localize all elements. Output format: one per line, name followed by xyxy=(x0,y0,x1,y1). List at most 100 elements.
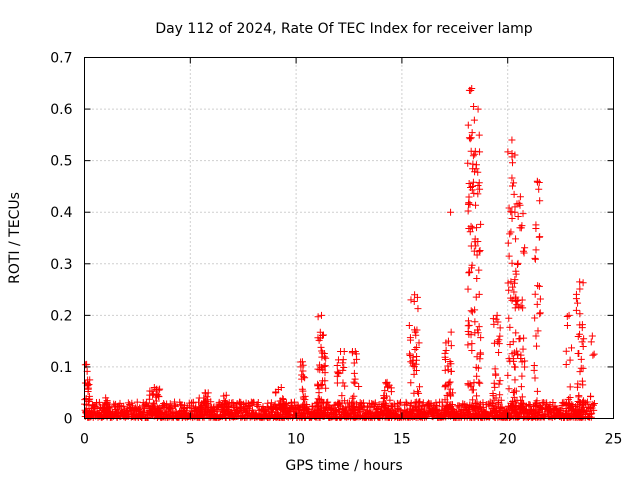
data-point xyxy=(517,355,525,363)
data-point xyxy=(508,153,516,161)
data-point xyxy=(317,311,325,319)
data-point xyxy=(589,401,597,409)
data-point xyxy=(443,404,451,412)
data-point xyxy=(468,347,476,355)
data-point xyxy=(317,382,325,390)
data-point xyxy=(145,395,153,403)
data-point xyxy=(498,403,506,411)
x-tick-label: 15 xyxy=(393,432,411,448)
data-point xyxy=(508,136,516,144)
data-point xyxy=(518,296,526,304)
data-point xyxy=(497,396,505,404)
data-point xyxy=(565,311,573,319)
data-point xyxy=(470,247,478,255)
data-point xyxy=(348,349,356,357)
data-point xyxy=(590,350,598,358)
data-point xyxy=(171,403,179,411)
data-point xyxy=(318,331,326,339)
y-tick-label: 0.2 xyxy=(50,308,72,324)
data-point xyxy=(473,326,481,334)
data-point xyxy=(447,342,455,350)
data-point xyxy=(534,327,542,335)
data-point xyxy=(531,314,539,322)
data-point xyxy=(514,212,522,220)
data-point xyxy=(512,235,520,243)
data-point xyxy=(508,406,516,414)
data-point xyxy=(506,357,514,365)
data-point xyxy=(411,291,419,299)
data-point xyxy=(504,279,512,287)
data-point xyxy=(156,385,164,393)
data-point xyxy=(473,224,481,232)
data-point xyxy=(519,210,527,218)
data-point xyxy=(474,190,482,198)
data-point xyxy=(508,215,516,223)
data-point xyxy=(513,396,521,404)
data-point xyxy=(308,402,316,410)
data-point xyxy=(476,247,484,254)
data-point xyxy=(588,332,596,340)
data-point xyxy=(532,225,540,233)
data-point xyxy=(477,220,485,228)
data-point xyxy=(212,407,220,415)
data-point xyxy=(386,396,394,404)
data-point xyxy=(473,402,481,410)
data-point xyxy=(492,370,500,378)
data-point xyxy=(509,182,517,190)
data-point xyxy=(568,344,576,352)
data-point xyxy=(473,372,481,380)
data-point xyxy=(381,402,389,410)
data-point xyxy=(474,238,482,246)
data-point xyxy=(562,347,570,355)
data-point xyxy=(86,408,94,416)
data-point xyxy=(381,387,389,395)
data-point xyxy=(475,131,483,139)
data-point xyxy=(572,306,580,314)
data-point xyxy=(533,397,541,405)
data-point xyxy=(466,228,474,236)
data-point xyxy=(85,396,93,404)
data-point xyxy=(512,329,520,337)
data-point xyxy=(464,341,472,349)
data-point xyxy=(95,398,103,406)
data-point xyxy=(536,404,544,412)
data-point xyxy=(533,300,541,308)
data-point xyxy=(509,159,517,167)
data-point xyxy=(475,179,483,187)
data-point xyxy=(153,408,161,416)
data-point xyxy=(509,397,517,405)
data-point xyxy=(321,362,329,370)
data-point xyxy=(517,404,525,412)
data-point xyxy=(441,349,449,357)
data-point xyxy=(507,228,515,236)
data-point xyxy=(195,394,203,402)
data-point xyxy=(566,383,574,391)
data-point xyxy=(466,135,474,143)
data-point xyxy=(576,285,584,293)
data-point xyxy=(566,393,574,401)
data-point xyxy=(470,189,478,197)
data-point xyxy=(380,403,388,411)
data-point xyxy=(272,389,280,397)
data-point xyxy=(150,384,158,392)
data-point xyxy=(406,334,414,342)
data-point xyxy=(455,402,463,410)
data-point xyxy=(579,279,587,287)
data-point xyxy=(120,402,128,410)
data-point xyxy=(513,351,521,359)
data-point xyxy=(84,376,92,384)
data-point xyxy=(477,334,485,342)
data-point xyxy=(317,343,325,351)
data-point xyxy=(511,208,519,216)
x-tick-label: 0 xyxy=(80,432,89,448)
data-point xyxy=(579,381,587,389)
data-point xyxy=(290,398,298,406)
data-point xyxy=(504,371,512,379)
data-point xyxy=(492,315,500,323)
data-point xyxy=(474,168,482,176)
data-point xyxy=(102,394,110,402)
data-point xyxy=(413,353,421,361)
data-point xyxy=(415,339,423,347)
data-point xyxy=(471,150,479,158)
